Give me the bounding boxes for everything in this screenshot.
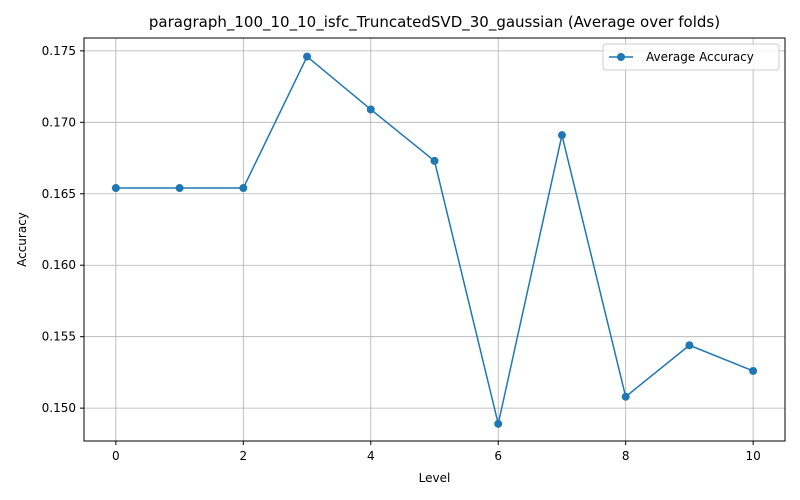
x-tick-label: 8 [622,449,630,463]
series-line [115,55,754,425]
data-point [430,156,439,165]
y-tick-label: 0.170 [42,115,76,129]
x-axis-label: Level [419,471,451,485]
y-axis-label: Accuracy [15,212,29,267]
data-point [366,105,375,114]
legend-marker-sample [617,53,625,61]
x-axis-ticks: 0 2 4 6 8 10 [112,441,761,463]
plot-area-frame [83,37,786,442]
data-point [685,341,694,350]
y-tick-label: 0.155 [42,330,76,344]
grid [84,38,785,441]
data-point [111,184,120,193]
x-tick-label: 6 [494,449,502,463]
data-point [239,184,248,193]
data-point [749,366,758,375]
legend-box [602,43,780,71]
y-axis-ticks: 0.150 0.155 0.160 0.165 0.170 0.175 [42,44,84,415]
chart-title: paragraph_100_10_10_isfc_TruncatedSVD_30… [149,13,720,32]
data-point [557,131,566,140]
y-tick-label: 0.150 [42,401,76,415]
data-point [175,184,184,193]
data-point [494,419,503,428]
data-point [621,392,630,401]
legend: Average Accuracy [602,43,780,71]
y-tick-label: 0.160 [42,258,76,272]
y-tick-label: 0.165 [42,187,76,201]
series-layer [111,52,758,428]
x-tick-label: 4 [367,449,375,463]
y-tick-label: 0.175 [42,44,76,58]
legend-label: Average Accuracy [646,50,754,64]
x-tick-label: 0 [112,449,120,463]
x-tick-label: 2 [239,449,247,463]
x-tick-label: 10 [745,449,760,463]
data-point [303,52,312,61]
